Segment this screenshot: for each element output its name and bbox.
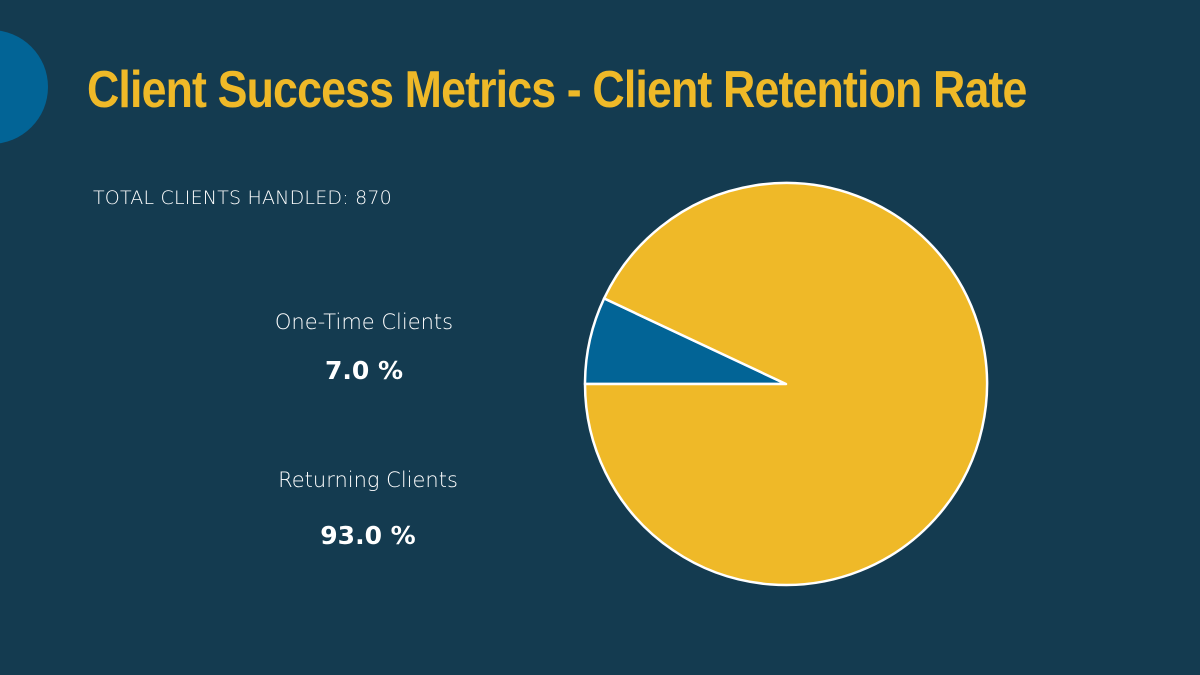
page-title: Client Success Metrics - Client Retentio… [87, 61, 1027, 119]
legend-value-returning: 93.0 % [320, 521, 416, 550]
pie-slices [583, 181, 989, 587]
legend-label-returning: Returning Clients [278, 468, 458, 492]
pie-slice-returning-clients [583, 181, 989, 587]
legend-label-one-time: One-Time Clients [274, 310, 454, 334]
total-clients-label: TOTAL CLIENTS HANDLED: 870 [93, 187, 392, 209]
legend-value-one-time: 7.0 % [324, 356, 404, 385]
